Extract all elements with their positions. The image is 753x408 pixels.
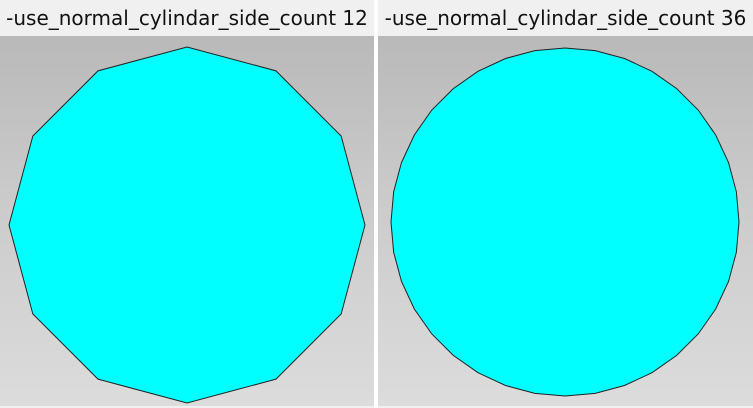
viewport-panel-right: -use_normal_cylindar_side_count 36	[378, 0, 753, 408]
render-viewport[interactable]	[378, 36, 753, 406]
render-viewport[interactable]	[0, 36, 374, 406]
viewport-panel-left: -use_normal_cylindar_side_count 12	[0, 0, 374, 408]
cylinder-cross-section-polygon	[391, 48, 739, 396]
cylinder-render	[378, 36, 753, 406]
panel-title: -use_normal_cylindar_side_count 36	[378, 0, 753, 36]
cylinder-cross-section-polygon	[9, 47, 365, 403]
cylinder-render	[0, 36, 374, 406]
panel-title: -use_normal_cylindar_side_count 12	[0, 0, 374, 36]
